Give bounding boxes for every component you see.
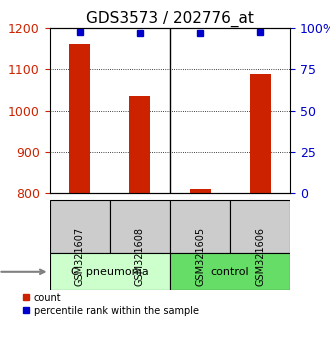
Bar (69, 44, 90, 193)
Text: C. pneumonia: C. pneumonia (71, 267, 148, 277)
Text: GSM321606: GSM321606 (255, 227, 265, 286)
Title: GDS3573 / 202776_at: GDS3573 / 202776_at (86, 11, 254, 27)
FancyBboxPatch shape (50, 200, 110, 253)
FancyBboxPatch shape (230, 200, 290, 253)
Text: GSM321607: GSM321607 (75, 227, 84, 286)
FancyBboxPatch shape (50, 253, 170, 290)
Text: infection: infection (0, 267, 45, 277)
Text: GSM321608: GSM321608 (135, 227, 145, 286)
Bar (250, 74, 271, 193)
FancyBboxPatch shape (110, 200, 170, 253)
Bar (129, 96, 150, 193)
Bar (189, 189, 211, 193)
Text: GSM321605: GSM321605 (195, 227, 205, 286)
Legend: count, percentile rank within the sample: count, percentile rank within the sample (18, 289, 203, 319)
Text: control: control (211, 267, 249, 277)
FancyBboxPatch shape (170, 200, 230, 253)
FancyBboxPatch shape (170, 253, 290, 290)
